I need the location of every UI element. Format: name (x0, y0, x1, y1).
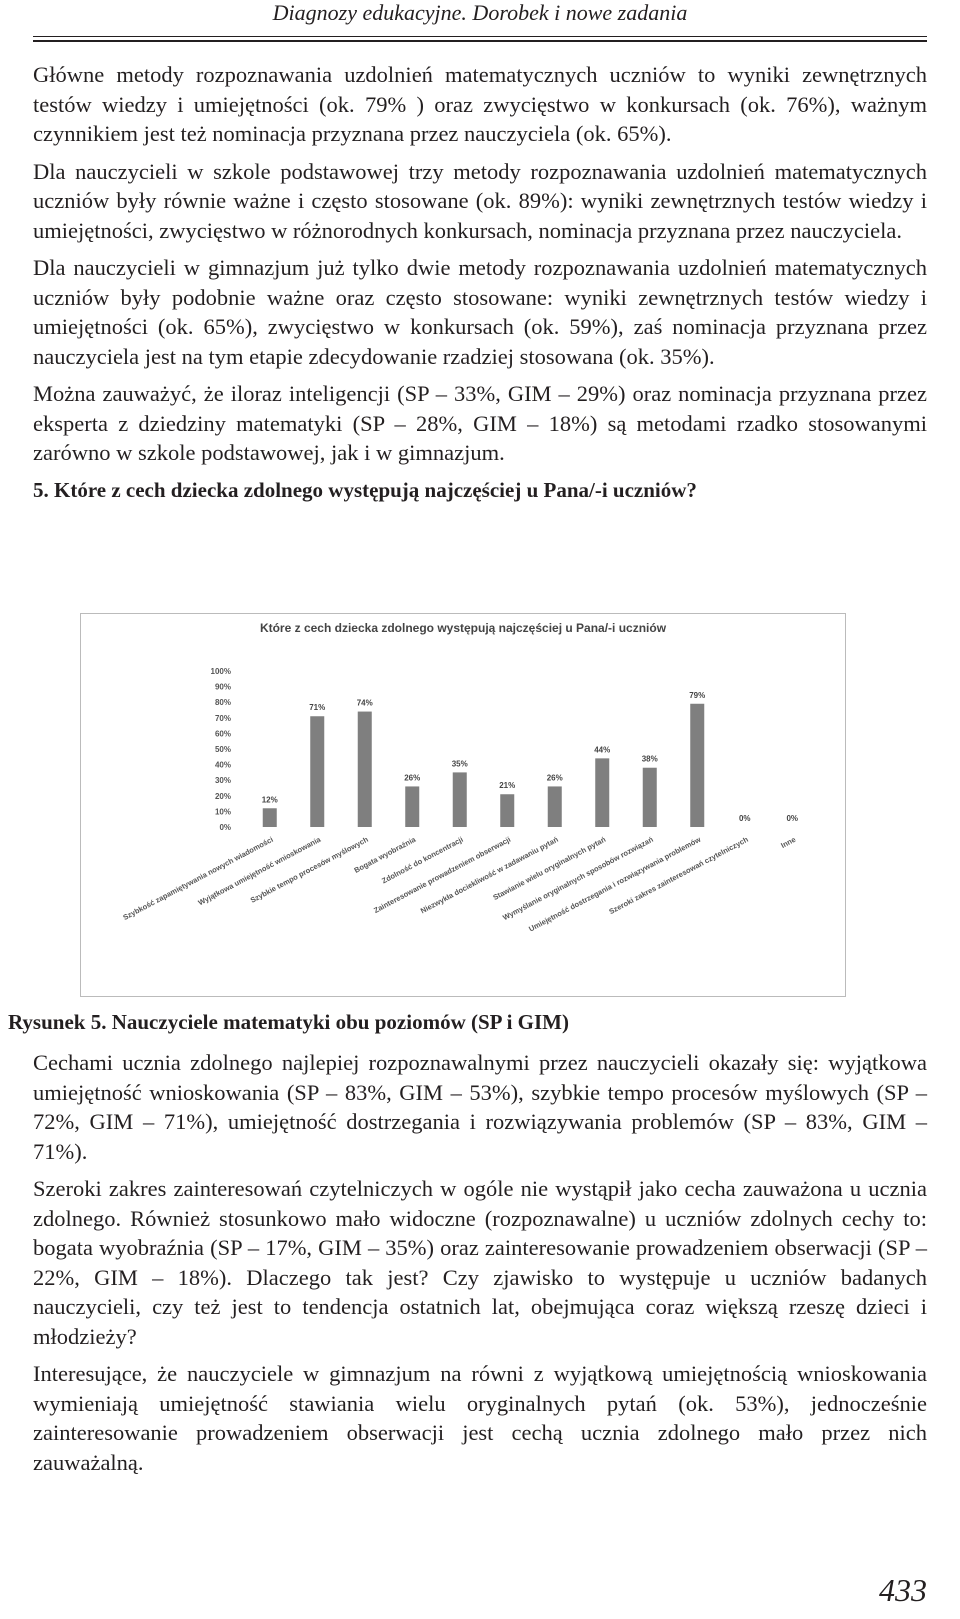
value-label: 21% (499, 781, 515, 790)
y-tick-label: 60% (215, 729, 231, 738)
bar (642, 767, 657, 827)
page-number: 433 (879, 1572, 927, 1608)
y-tick-label: 20% (215, 792, 231, 801)
paragraph: Cechami ucznia zdolnego najlepiej rozpoz… (33, 1050, 927, 1164)
bar (595, 758, 610, 827)
value-label: 0% (786, 814, 798, 823)
x-tick-label: Umiejętność dostrzegania i rozwiązywania… (527, 835, 702, 934)
y-tick-label: 40% (215, 761, 231, 770)
value-label: 74% (357, 699, 373, 708)
paragraph: Główne metody rozpoznawania uzdolnień ma… (33, 62, 927, 146)
value-label: 26% (547, 773, 563, 782)
y-tick-label: 100% (211, 667, 231, 676)
question: 5. Które z cech dziecka zdolnego występu… (33, 477, 697, 502)
chart: Które z cech dziecka zdolnego występują … (121, 621, 798, 934)
figure-caption: Rysunek 5. Nauczyciele matematyki obu po… (8, 1010, 569, 1034)
bar (690, 703, 705, 827)
y-tick-label: 80% (215, 698, 231, 707)
chart-frame: Które z cech dziecka zdolnego występują … (80, 613, 846, 997)
paragraph: Interesujące, że nauczyciele w gimnazjum… (33, 1361, 927, 1475)
bar (452, 772, 467, 827)
bar (310, 716, 325, 827)
paragraph: Szeroki zakres zainteresowań czytelniczy… (33, 1176, 927, 1349)
x-tick-label: Zdolność do koncentracji (380, 835, 464, 886)
bar (357, 711, 372, 827)
header-rule (33, 36, 927, 37)
text-top: Główne metody rozpoznawania uzdolnień ma… (33, 60, 927, 513)
paragraph: Dla nauczycieli w szkole podstawowej trz… (33, 158, 927, 243)
running-header: Diagnozy edukacyjne. Dorobek i nowe zada… (272, 0, 688, 25)
value-label: 0% (739, 814, 751, 823)
bar (405, 786, 420, 827)
y-tick-label: 50% (215, 745, 231, 754)
y-tick-label: 70% (215, 714, 231, 723)
chart-title: Które z cech dziecka zdolnego występują … (260, 621, 667, 635)
bar (500, 794, 515, 827)
y-tick-label: 10% (215, 807, 231, 816)
value-label: 79% (689, 691, 705, 700)
paragraph: Dla nauczycieli w gimnazjum już tylko dw… (33, 255, 927, 369)
y-tick-label: 30% (215, 776, 231, 785)
y-tick-label: 0% (219, 823, 231, 832)
paragraph: Można zauważyć, że iloraz inteligencji (… (33, 381, 927, 465)
value-label: 26% (404, 773, 420, 782)
bar (547, 786, 562, 827)
value-label: 38% (642, 755, 658, 764)
value-label: 35% (452, 759, 468, 768)
header-rule (33, 40, 927, 42)
value-label: 44% (594, 745, 610, 754)
y-tick-label: 90% (215, 683, 231, 692)
bar (262, 808, 277, 827)
value-label: 12% (262, 795, 278, 804)
text-bottom: Cechami ucznia zdolnego najlepiej rozpoz… (33, 1048, 927, 1485)
value-label: 71% (309, 703, 325, 712)
x-tick-label: Inne (779, 835, 797, 850)
